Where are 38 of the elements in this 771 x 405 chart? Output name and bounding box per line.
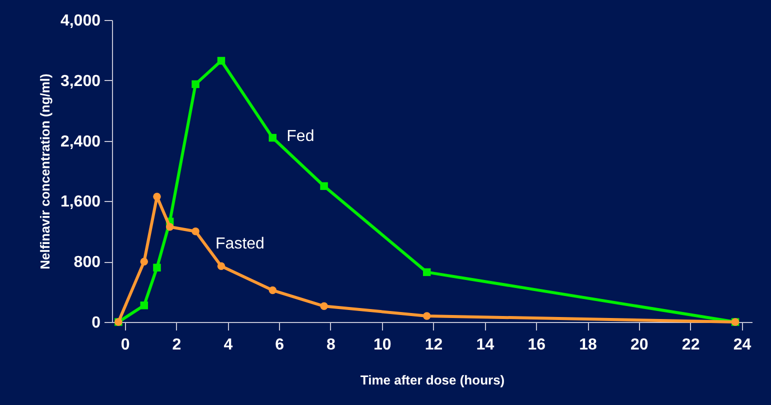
x-tick-label: 24 — [733, 336, 752, 354]
x-tick-label: 16 — [528, 336, 546, 354]
y-tick-label: 800 — [74, 254, 101, 272]
x-tick-label: 4 — [224, 336, 233, 354]
y-axis-title: Nelfinavir concentration (ng/ml) — [37, 74, 52, 270]
point — [217, 262, 226, 270]
point — [217, 56, 226, 65]
series-label: Fed — [286, 128, 314, 145]
point — [192, 80, 200, 88]
point — [166, 223, 174, 231]
x-tick-label: 0 — [120, 336, 130, 354]
y-tick-label: 2,400 — [60, 133, 101, 150]
point — [153, 192, 161, 201]
point — [140, 302, 148, 310]
point — [268, 134, 277, 142]
point — [268, 286, 277, 294]
x-tick-label: 18 — [579, 336, 597, 354]
y-tick-label: 3,200 — [60, 72, 101, 90]
x-tick-label: 14 — [476, 336, 494, 354]
x-tick-label: 6 — [275, 336, 284, 354]
point — [192, 228, 200, 236]
y-tick-label: 4,000 — [60, 12, 101, 30]
series-label: Fasted — [216, 235, 264, 252]
x-tick-label: 10 — [373, 336, 392, 354]
x-tick-label: 2 — [172, 336, 182, 354]
y-tick-label: 0 — [92, 314, 101, 332]
x-axis-title: Time after dose (hours) — [360, 372, 505, 388]
x-tick-label: 20 — [630, 336, 648, 354]
point — [153, 264, 161, 272]
point — [320, 182, 328, 190]
point — [140, 258, 148, 266]
point — [320, 302, 328, 310]
x-tick-label: 22 — [682, 336, 700, 354]
x-tick-label: 8 — [326, 336, 336, 354]
y-tick-label: 1,600 — [60, 194, 101, 211]
point — [422, 268, 431, 276]
x-tick-label: 12 — [424, 336, 443, 354]
point — [422, 312, 431, 320]
